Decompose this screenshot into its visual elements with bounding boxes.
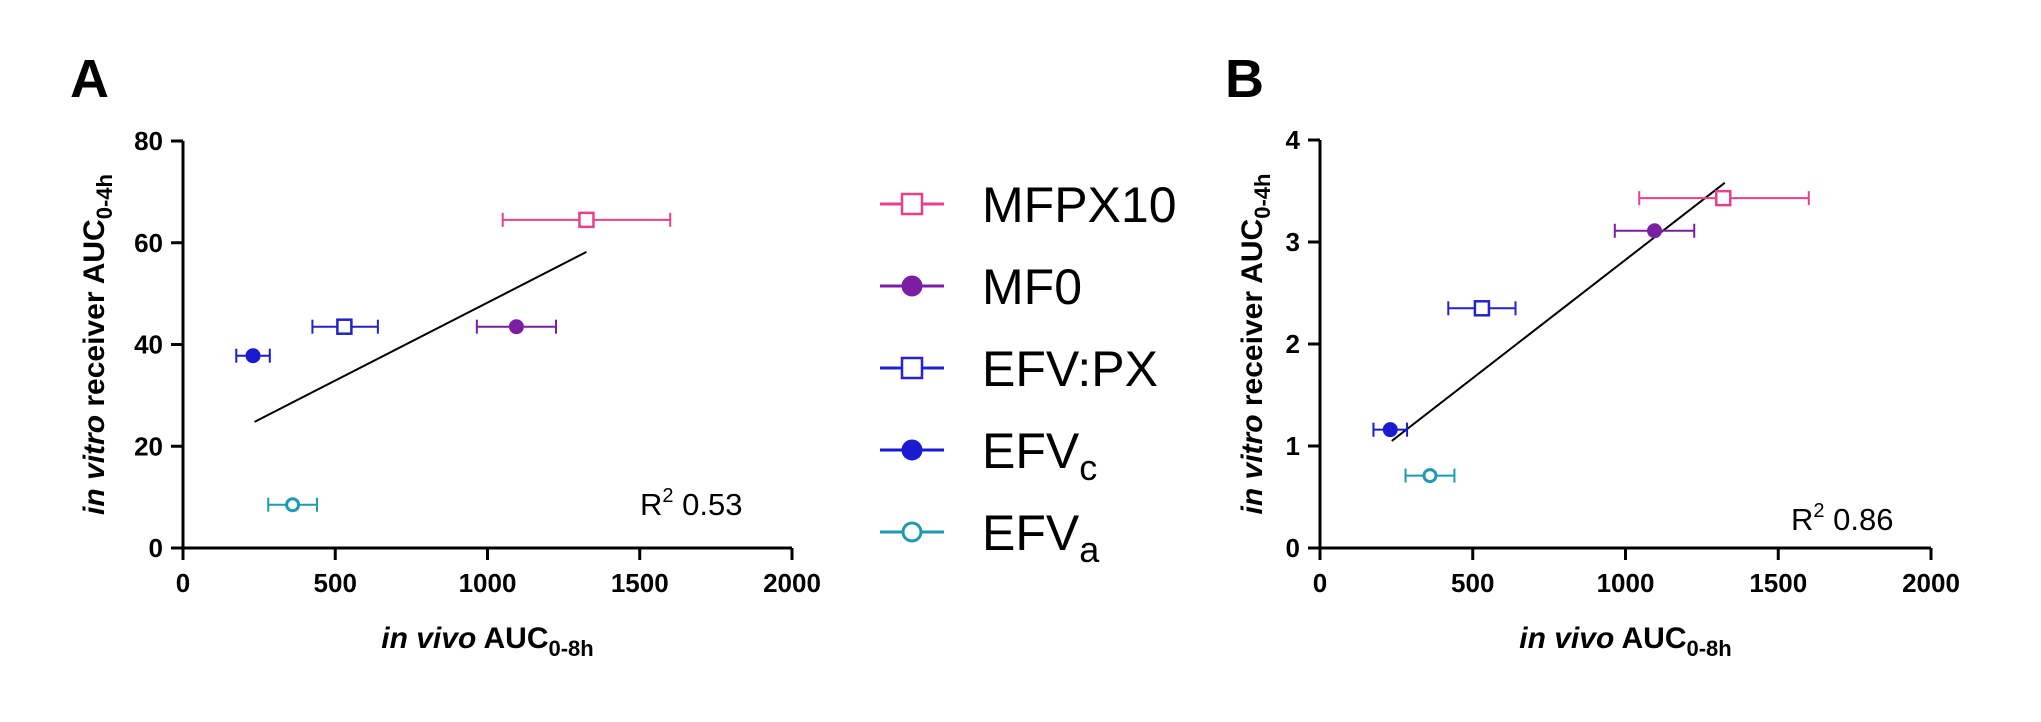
legend-label: EFV:PX <box>982 341 1158 397</box>
y-axis-title-sub: 0-4h <box>92 174 117 219</box>
marker <box>285 497 301 513</box>
legend-item-mf0: MF0 <box>880 259 1082 315</box>
y-tick-label: 40 <box>134 330 163 360</box>
regression-line <box>1391 182 1726 442</box>
x-axis-title-main: AUC <box>1614 622 1686 655</box>
r-squared-r: R <box>1791 502 1813 537</box>
y-axis-title-italic: in vitro <box>1236 414 1269 514</box>
x-tick-label: 1000 <box>459 568 517 598</box>
marker <box>1473 300 1491 317</box>
panel-a: A 0 500 1000 1500 2000 0 20 40 60 80 in vivo AUC0-8… <box>70 49 821 661</box>
r-squared-label: R2 0.53 <box>640 485 742 522</box>
legend-marker <box>901 275 923 297</box>
regression-line <box>254 251 587 423</box>
y-axis-title-main: receiver AUC <box>78 219 111 415</box>
y-tick-label: 1 <box>1286 431 1300 461</box>
x-axis-title-sub: 0-8h <box>549 636 594 661</box>
data-point-efv-px <box>311 318 379 335</box>
y-tick-label: 4 <box>1286 125 1301 155</box>
legend-item-mfpx10: MFPX10 <box>880 177 1177 233</box>
data-point-mfpx10 <box>1638 189 1810 207</box>
x-axis-title: in vivo AUC0-8h <box>381 622 594 661</box>
legend-item-efv-c: EFVc <box>880 423 1097 488</box>
legend-label-main: MFPX10 <box>982 177 1177 233</box>
legend-item-efv-px: EFV:PX <box>880 341 1158 397</box>
x-tick-label: 2000 <box>1902 568 1960 598</box>
marker <box>578 211 595 229</box>
legend-label-main: EFV <box>982 423 1080 479</box>
r-squared-sup: 2 <box>1813 500 1824 522</box>
marker <box>508 319 524 335</box>
data-point-mfpx10 <box>501 211 672 229</box>
y-axis-title-sub: 0-4h <box>1250 174 1275 219</box>
y-axis-title-italic: in vitro <box>78 415 111 515</box>
y-tick-label: 60 <box>134 228 163 258</box>
y-tick-label: 0 <box>1286 533 1300 563</box>
y-axis-title-main: receiver AUC <box>1236 219 1269 415</box>
marker <box>245 348 261 364</box>
data-point-efv-c <box>235 348 271 364</box>
legend-label-sub: c <box>1079 447 1097 488</box>
r-squared-value: 0.53 <box>674 487 743 522</box>
legend-marker <box>901 439 923 461</box>
data-point-efv-px <box>1447 300 1517 317</box>
x-axis-title-italic: in vivo <box>1519 622 1614 655</box>
data-point-efv-c <box>1372 422 1409 438</box>
legend-label: EFVa <box>982 505 1100 570</box>
y-axis-title: in vitro receiver AUC0-4h <box>78 174 117 515</box>
data-point-efv-a <box>267 497 318 513</box>
x-tick-label: 500 <box>1451 568 1494 598</box>
x-tick-label: 0 <box>1313 568 1327 598</box>
marker <box>1382 422 1398 438</box>
marker <box>1647 223 1663 239</box>
x-tick-label: 1500 <box>611 568 669 598</box>
data-point-mf0 <box>1613 223 1696 239</box>
r-squared-r: R <box>640 487 662 522</box>
x-axis-title-italic: in vivo <box>381 622 476 655</box>
x-tick-label: 1500 <box>1749 568 1807 598</box>
y-axis-title: in vitro receiver AUC0-4h <box>1236 174 1275 515</box>
legend-label: EFVc <box>982 423 1097 488</box>
data-point-mf0 <box>475 319 558 335</box>
x-axis-title: in vivo AUC0-8h <box>1519 622 1732 661</box>
legend-marker <box>901 521 923 543</box>
y-tick-label: 2 <box>1286 329 1300 359</box>
x-axis-title-sub: 0-8h <box>1687 636 1732 661</box>
legend-label-main: EFV:PX <box>982 341 1158 397</box>
legend-label-main: MF0 <box>982 259 1082 315</box>
legend-label-main: EFV <box>982 505 1080 561</box>
r-squared-value: 0.86 <box>1825 502 1894 537</box>
x-axis-title-main: AUC <box>476 622 548 655</box>
marker <box>1715 189 1732 207</box>
legend-label-sub: a <box>1079 529 1100 570</box>
panel-letter: A <box>70 49 109 109</box>
x-tick-label: 2000 <box>763 568 821 598</box>
legend-marker <box>900 192 924 216</box>
legend-label: MFPX10 <box>982 177 1177 233</box>
y-tick-label: 20 <box>134 431 163 461</box>
data-point-efv-a <box>1404 468 1456 484</box>
y-tick-label: 3 <box>1286 227 1300 257</box>
legend-marker <box>900 356 924 380</box>
y-tick-label: 0 <box>149 533 163 563</box>
r-squared-sup: 2 <box>662 485 673 507</box>
x-tick-label: 500 <box>314 568 357 598</box>
x-tick-label: 0 <box>176 568 190 598</box>
legend-item-efv-a: EFVa <box>880 505 1100 570</box>
panel-letter: B <box>1225 49 1264 109</box>
marker <box>336 318 353 335</box>
marker <box>1422 468 1438 484</box>
y-tick-label: 80 <box>134 126 163 156</box>
r-squared-label: R2 0.86 <box>1791 500 1893 537</box>
x-tick-label: 1000 <box>1597 568 1655 598</box>
legend-label: MF0 <box>982 259 1082 315</box>
